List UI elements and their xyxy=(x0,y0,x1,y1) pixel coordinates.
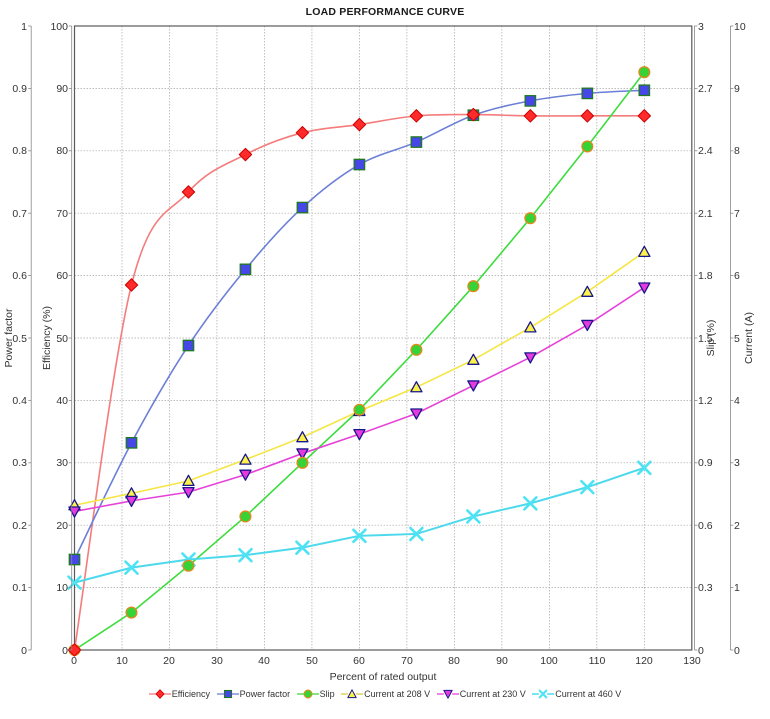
svg-text:30: 30 xyxy=(56,457,68,469)
svg-text:0.3: 0.3 xyxy=(698,582,713,594)
svg-text:0.2: 0.2 xyxy=(12,520,27,532)
svg-text:0.1: 0.1 xyxy=(12,582,27,594)
svg-text:110: 110 xyxy=(589,655,606,667)
svg-text:3: 3 xyxy=(734,457,740,469)
svg-text:120: 120 xyxy=(635,655,653,667)
svg-text:Current (A): Current (A) xyxy=(743,312,755,364)
svg-text:90: 90 xyxy=(496,655,508,667)
svg-text:1.2: 1.2 xyxy=(698,395,713,407)
svg-text:2.7: 2.7 xyxy=(698,83,713,95)
svg-text:0.8: 0.8 xyxy=(12,145,27,157)
svg-text:80: 80 xyxy=(448,655,460,667)
svg-text:50: 50 xyxy=(306,655,318,667)
svg-text:0.6: 0.6 xyxy=(12,270,27,282)
svg-text:100: 100 xyxy=(50,21,68,33)
svg-text:0.7: 0.7 xyxy=(12,208,27,220)
svg-text:0.4: 0.4 xyxy=(12,395,27,407)
svg-text:0.9: 0.9 xyxy=(698,457,713,469)
svg-text:10: 10 xyxy=(734,21,746,33)
svg-text:0: 0 xyxy=(734,645,740,657)
svg-text:9: 9 xyxy=(734,83,740,95)
svg-text:0.9: 0.9 xyxy=(12,83,27,95)
svg-text:20: 20 xyxy=(56,520,68,532)
svg-text:10: 10 xyxy=(116,655,128,667)
svg-text:30: 30 xyxy=(211,655,223,667)
svg-text:Slip (%): Slip (%) xyxy=(705,320,717,357)
svg-text:0: 0 xyxy=(21,645,27,657)
svg-text:2.4: 2.4 xyxy=(698,145,713,157)
svg-text:3: 3 xyxy=(698,21,704,33)
svg-text:5: 5 xyxy=(734,333,740,345)
svg-text:0.3: 0.3 xyxy=(12,457,27,469)
svg-text:40: 40 xyxy=(56,395,68,407)
svg-text:1: 1 xyxy=(21,21,27,33)
svg-text:2: 2 xyxy=(734,520,740,532)
svg-text:0: 0 xyxy=(698,645,704,657)
svg-text:50: 50 xyxy=(56,333,68,345)
svg-text:0: 0 xyxy=(62,645,68,657)
svg-text:60: 60 xyxy=(56,270,68,282)
svg-text:80: 80 xyxy=(56,145,68,157)
svg-text:6: 6 xyxy=(734,270,740,282)
svg-text:60: 60 xyxy=(353,655,365,667)
svg-text:Power factor: Power factor xyxy=(3,308,15,367)
svg-text:0: 0 xyxy=(71,655,77,667)
svg-text:7: 7 xyxy=(734,208,740,220)
svg-text:0.6: 0.6 xyxy=(698,520,713,532)
svg-text:4: 4 xyxy=(734,395,740,407)
svg-text:Percent of rated output: Percent of rated output xyxy=(330,671,437,683)
svg-text:Efficiency (%): Efficiency (%) xyxy=(41,306,53,370)
svg-text:2.1: 2.1 xyxy=(698,208,713,220)
svg-text:70: 70 xyxy=(401,655,413,667)
svg-text:90: 90 xyxy=(56,83,68,95)
svg-text:1: 1 xyxy=(734,582,740,594)
svg-text:20: 20 xyxy=(163,655,175,667)
svg-text:70: 70 xyxy=(56,208,68,220)
svg-text:100: 100 xyxy=(540,655,558,667)
svg-text:1.8: 1.8 xyxy=(698,270,713,282)
svg-text:40: 40 xyxy=(258,655,270,667)
svg-text:10: 10 xyxy=(56,582,68,594)
svg-text:8: 8 xyxy=(734,145,740,157)
